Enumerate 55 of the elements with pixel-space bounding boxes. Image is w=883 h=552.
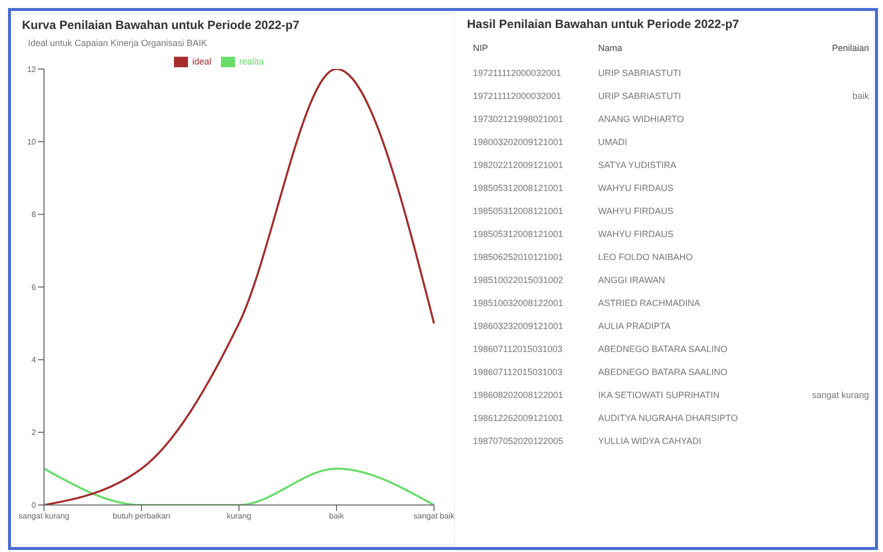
y-tick-label: 2: [32, 428, 37, 438]
text: 198607112015031003: [473, 344, 562, 354]
text: WAHYU FIRDAUS: [598, 182, 674, 192]
text: 198506252010121001: [473, 252, 564, 262]
text: 198612262009121001: [473, 412, 564, 422]
text: WAHYU FIRDAUS: [598, 228, 674, 238]
text: Hasil Penilaian Bawahan untuk Periode 2022-p7: [466, 16, 740, 33]
category-label: Nama: [597, 42, 624, 55]
text: 198505312008121001: [473, 182, 564, 192]
legend-label: realita: [239, 56, 264, 66]
text: baik: [852, 90, 869, 100]
text: ABEDNEGO BATARA SAALINO: [598, 344, 728, 354]
text: UMADI: [598, 136, 628, 146]
text: ANGGI IRAWAN: [598, 274, 666, 284]
chart-title: Kurva Penilaian Bawahan untuk Periode 2022-p7: [21, 17, 300, 34]
text: 198608202008122001: [473, 390, 564, 400]
text: 198202212009121001: [473, 160, 564, 170]
chart-subtitle: Ideal untuk Capaian Kinerja Organisasi BAIK: [27, 37, 208, 50]
x-tick-label: kurang: [226, 512, 252, 521]
text: 197302121998021001: [473, 114, 564, 124]
text: ANANG WIDHIARTO: [598, 114, 684, 124]
text: 197211112000032001: [473, 68, 562, 78]
text: 198003202009121001: [473, 136, 564, 146]
text: URIP SABRIASTUTI: [598, 90, 682, 100]
text: 198505312008121001: [473, 206, 564, 216]
y-tick-label: 10: [27, 138, 37, 147]
x-tick-label: butuh perbaikan: [112, 512, 170, 521]
text: YULLIA WIDYA CAHYADI: [598, 436, 702, 446]
text: LEO FOLDO NAIBAHO: [598, 252, 693, 262]
y-tick-label: 0: [32, 500, 37, 510]
x-tick-label: baik: [329, 512, 345, 521]
text: IKA SETIOWATI SUPRIHATIN: [598, 390, 720, 400]
text: ABEDNEGO BATARA SAALINO: [598, 366, 728, 376]
text: AUDITYA NUGRAHA DHARSIPTO: [598, 412, 738, 422]
text: sangat kurang: [812, 390, 869, 400]
text: 198510032008122001: [473, 298, 564, 308]
category-label: Penilaian: [830, 42, 870, 55]
text: 198505312008121001: [473, 228, 564, 238]
category-label: NIP: [472, 42, 490, 55]
text: URIP SABRIASTUTI: [598, 68, 682, 78]
y-tick-label: 6: [32, 282, 37, 292]
text: 198707052020122005: [473, 436, 564, 446]
legend-label: ideal: [192, 56, 212, 66]
text: ASTRIED RACHMADINA: [598, 298, 700, 308]
text: SATYA YUDISTIRA: [598, 160, 676, 170]
text: 197211112000032001: [473, 90, 562, 100]
text: AULIA PRADIPTA: [598, 320, 671, 330]
y-tick-label: 12: [27, 64, 37, 74]
x-tick-label: sangat kurang: [18, 512, 70, 521]
y-tick-label: 8: [32, 210, 37, 220]
text: WAHYU FIRDAUS: [598, 206, 674, 216]
text: 198607112015031003: [473, 366, 562, 376]
y-tick-label: 4: [32, 356, 37, 365]
text: 198603232009121001: [473, 320, 564, 330]
text: 198510022015031002: [473, 274, 564, 284]
